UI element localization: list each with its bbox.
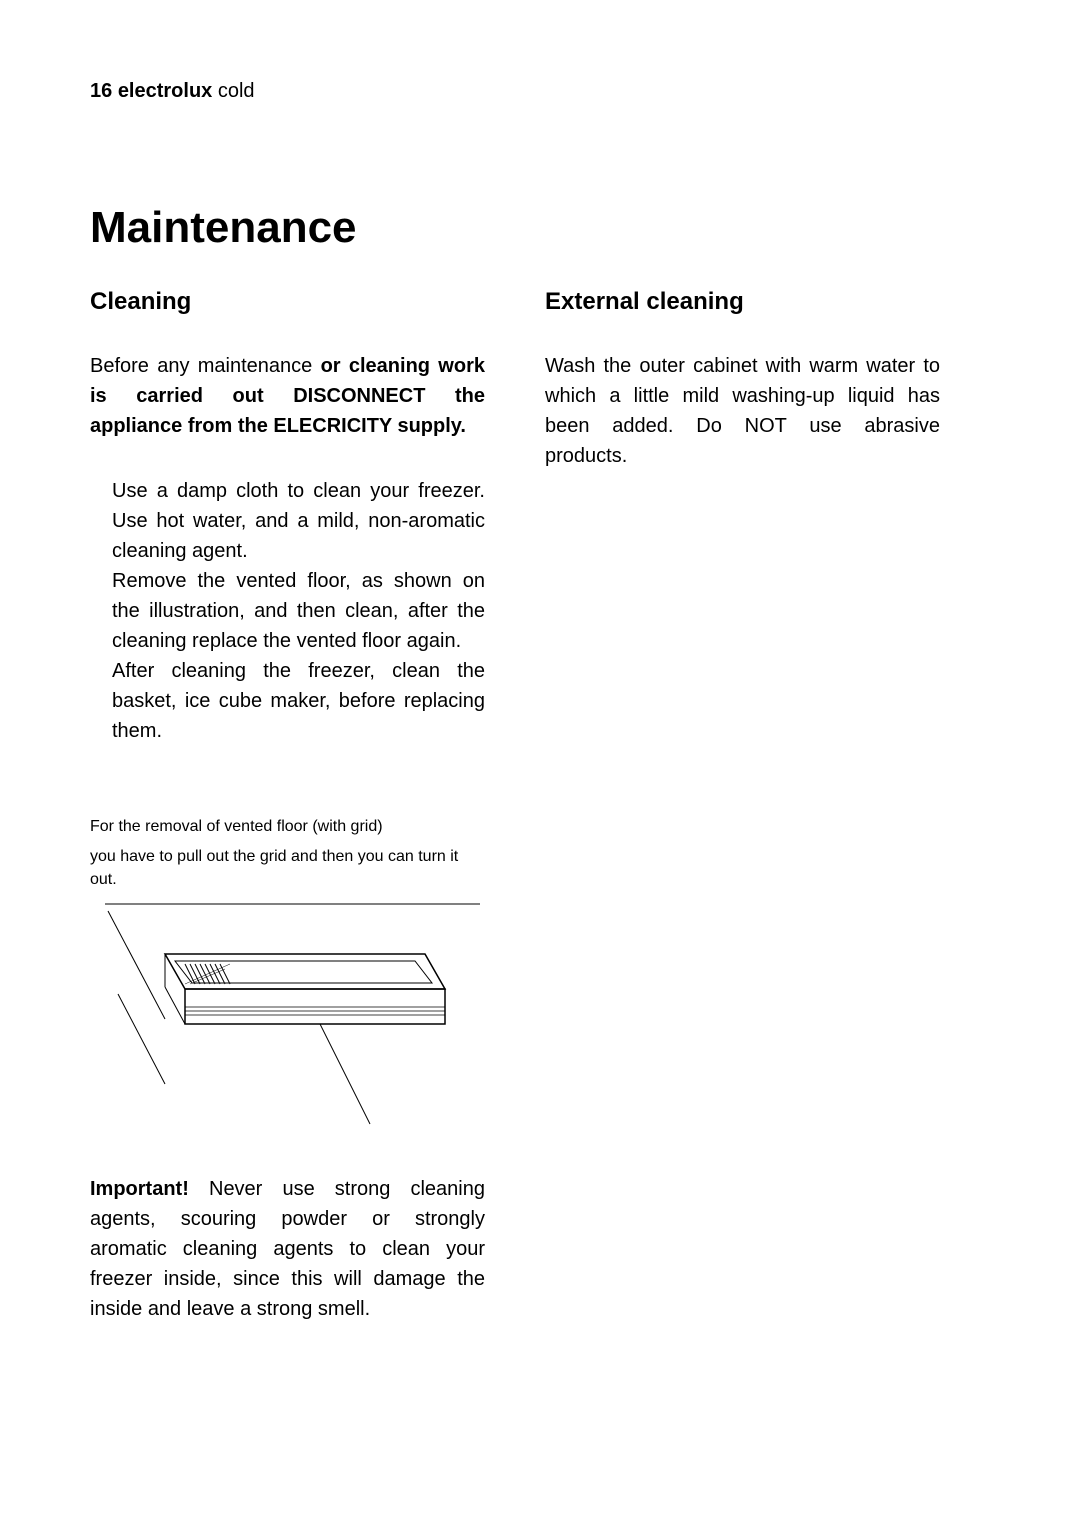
main-title: Maintenance: [90, 203, 990, 253]
illustration-caption-line2: you have to pull out the grid and then y…: [90, 846, 485, 891]
important-label: Important!: [90, 1178, 189, 1200]
vented-floor-illustration: [90, 899, 485, 1144]
warning-prefix: Before any maintenance: [90, 355, 321, 377]
content-columns: Cleaning Before any maintenance or clean…: [90, 288, 990, 1324]
warning-paragraph: Before any maintenance or cleaning work …: [90, 351, 485, 441]
right-column: External cleaning Wash the outer cabinet…: [545, 288, 940, 1324]
external-cleaning-text: Wash the outer cabinet with warm water t…: [545, 351, 940, 471]
instruction-item: Remove the vented floor, as shown on the…: [112, 566, 485, 656]
left-column: Cleaning Before any maintenance or clean…: [90, 288, 485, 1324]
cleaning-title: Cleaning: [90, 288, 485, 316]
category-label: cold: [218, 80, 255, 102]
brand-name: electrolux: [118, 80, 212, 102]
instruction-item: After cleaning the freezer, clean the ba…: [112, 656, 485, 746]
page-number: 16: [90, 80, 112, 102]
external-cleaning-title: External cleaning: [545, 288, 940, 316]
page-header: 16 electrolux cold: [90, 80, 990, 103]
instruction-list: Use a damp cloth to clean your freezer. …: [90, 476, 485, 746]
important-paragraph: Important! Never use strong cleaning age…: [90, 1174, 485, 1324]
instruction-item: Use a damp cloth to clean your freezer. …: [112, 476, 485, 566]
illustration-caption-line1: For the removal of vented floor (with gr…: [90, 816, 485, 838]
